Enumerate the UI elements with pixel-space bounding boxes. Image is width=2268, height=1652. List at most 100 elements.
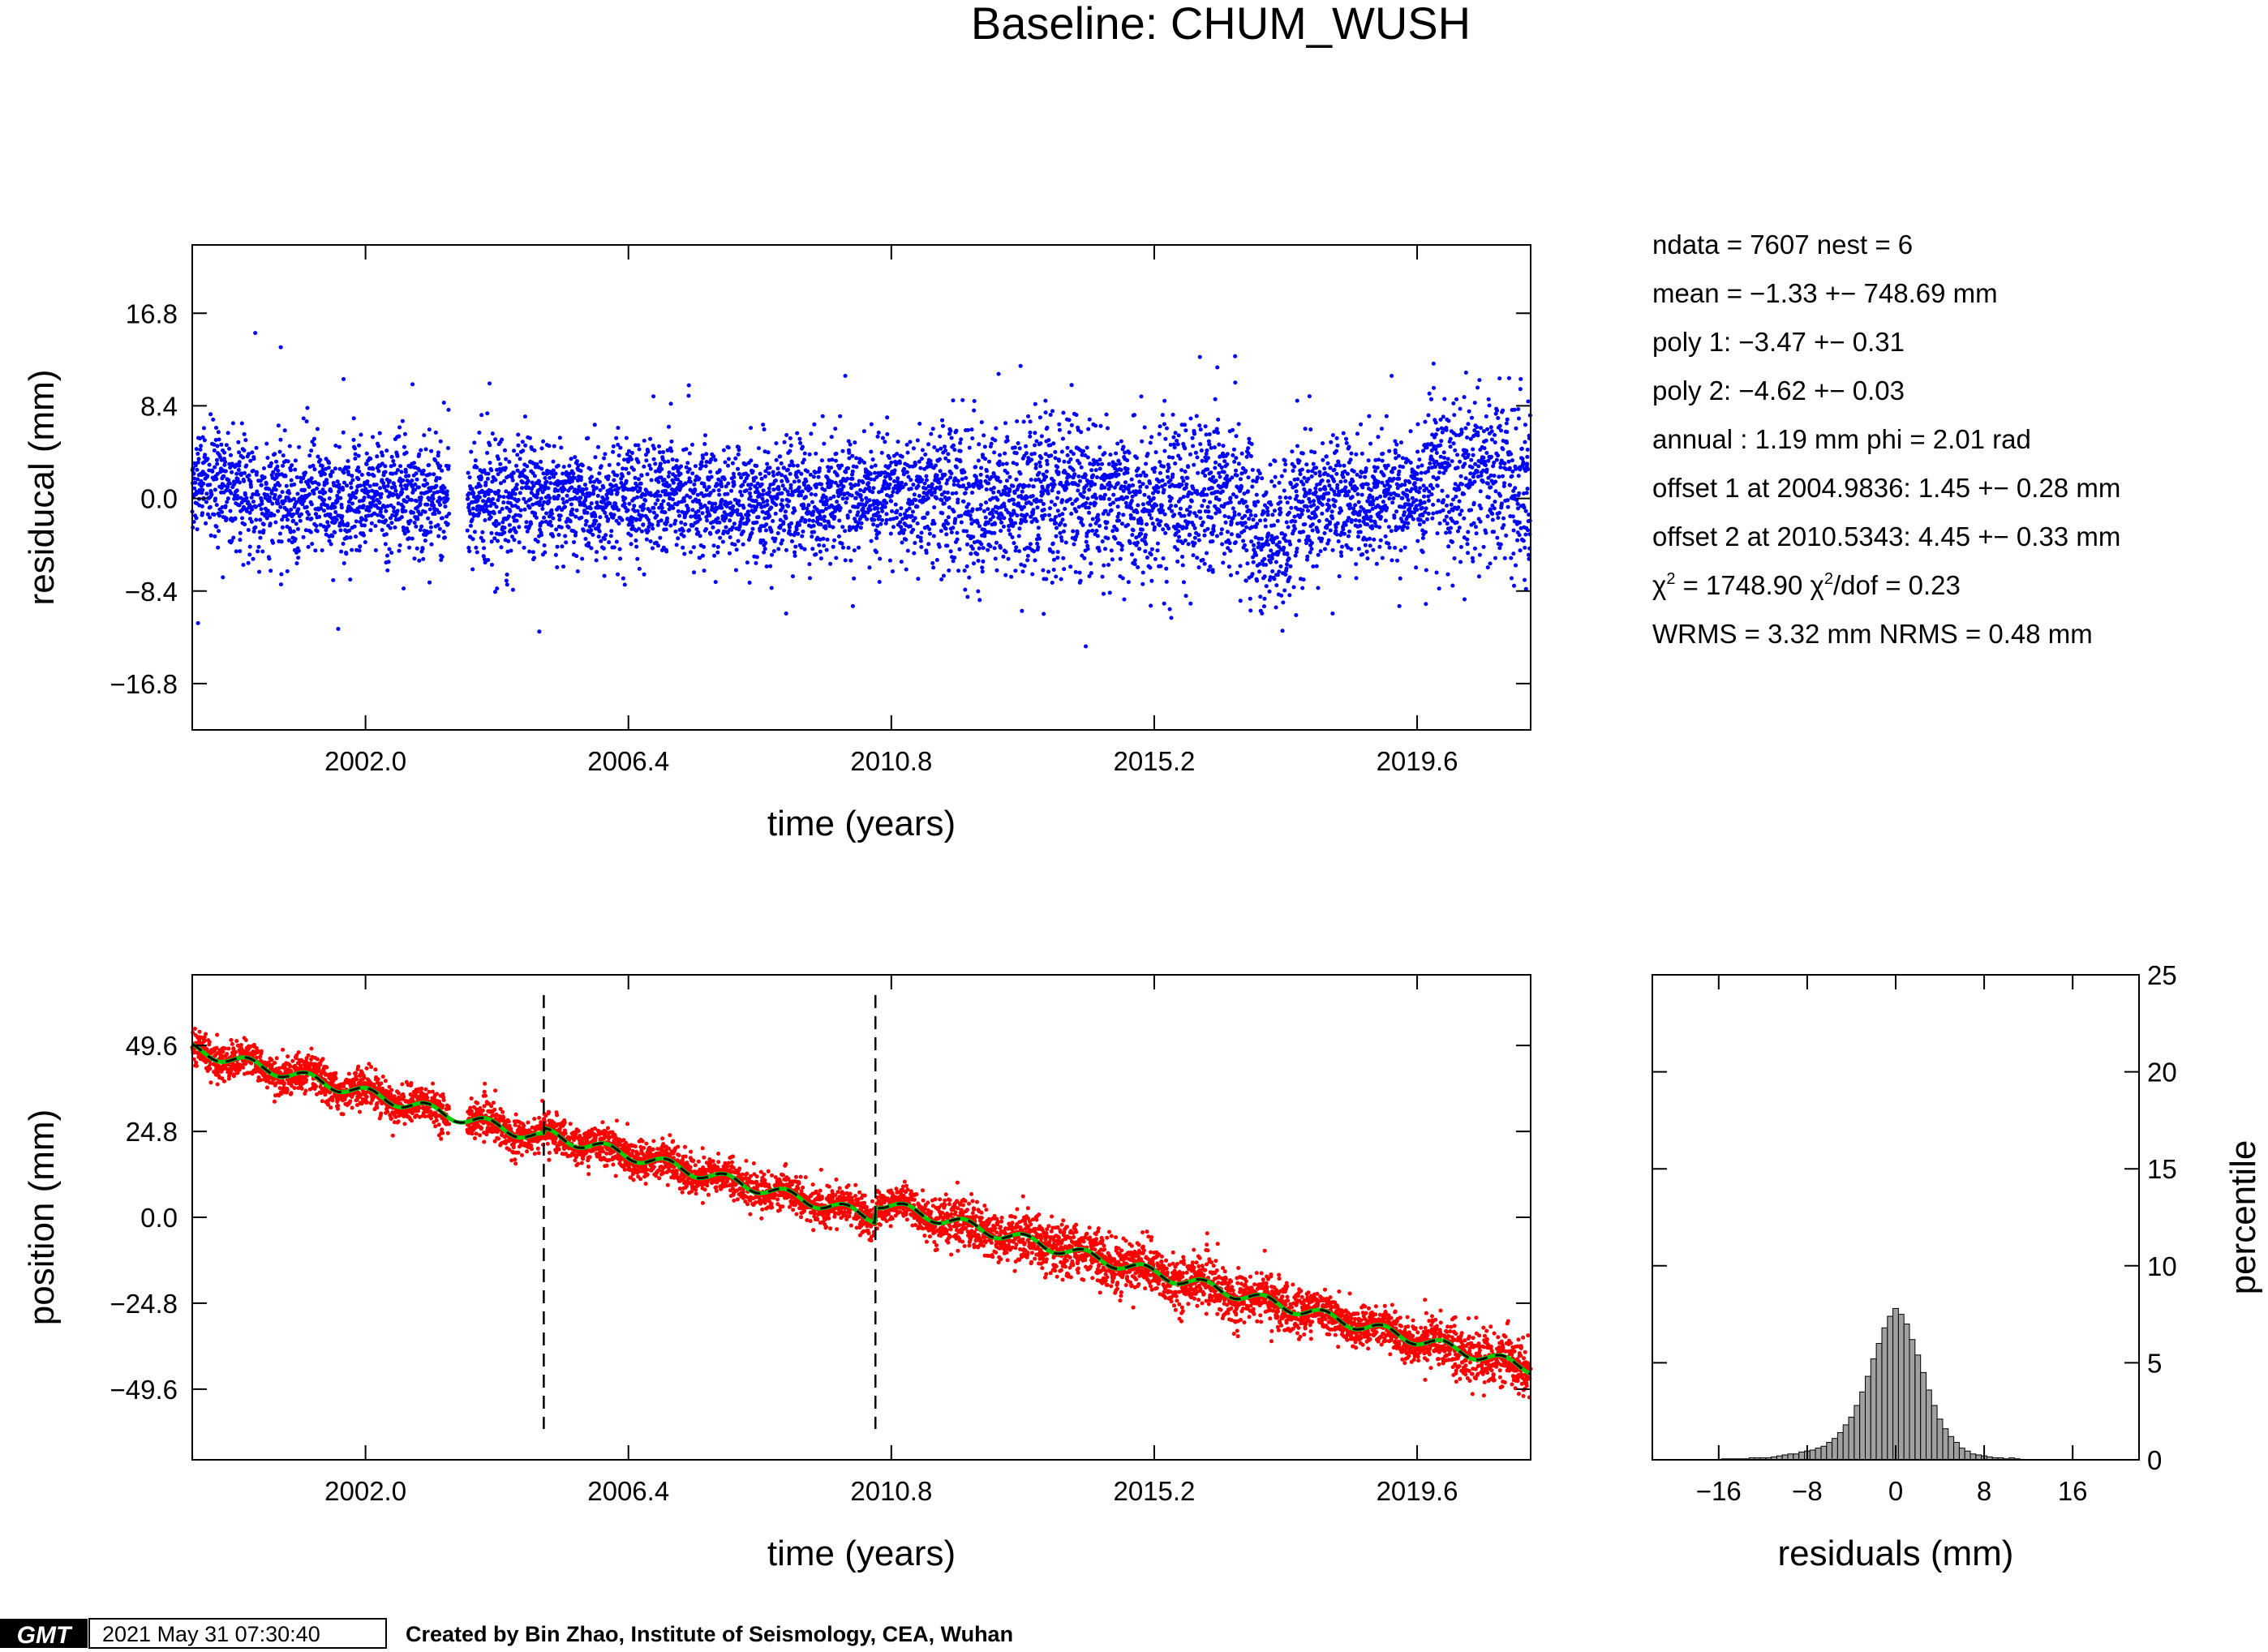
residual-xlabel: time (years) [767,804,956,843]
histogram-bar [1832,1438,1838,1461]
position-ylabel: position (mm) [22,1109,62,1326]
histogram-bar [1793,1453,1800,1461]
histogram-bar [1948,1435,1955,1461]
residual-ylabel: residucal (mm) [22,370,62,606]
timestamp-box [88,1618,387,1649]
y-tick-label: 10 [2147,1251,2177,1281]
gmt-logo: GMT [17,1622,73,1649]
position-model [191,1042,1531,1376]
histogram-bar [1926,1389,1932,1461]
stat-line-poly2: poly 2: −4.62 +− 0.03 [1652,375,1905,405]
y-tick-label: 24.8 [126,1117,178,1147]
histogram-bar [1953,1442,1960,1461]
histogram-bar [1820,1445,1828,1461]
x-tick-label: 2019.6 [1377,1476,1458,1506]
histogram-bars [1720,1307,2021,1461]
residual-plot-frame [191,244,1531,731]
y-tick-label: 25 [2147,960,2177,990]
gmt-logo-box [0,1619,88,1648]
histogram-bar [1809,1449,1816,1461]
histogram-bar [1903,1324,1910,1461]
x-tick-label: 2019.6 [1377,746,1458,776]
stat-line-wrms: WRMS = 3.32 mm NRMS = 0.48 mm [1652,619,2093,649]
x-tick-label: 2010.8 [850,1476,932,1506]
histogram-bar [1787,1453,1794,1461]
y-tick-label: 16.8 [126,298,178,328]
y-tick-label: −24.8 [110,1289,178,1319]
y-tick-label: 5 [2147,1348,2162,1378]
histogram-bar [1870,1358,1877,1461]
x-tick-label: 2015.2 [1113,746,1195,776]
timestamp: 2021 May 31 07:30:40 [102,1622,320,1646]
x-tick-label: 2002.0 [324,746,406,776]
stats-block: ndata = 7607 nest = 6 mean = −1.33 +− 74… [1652,230,2120,649]
histogram-bar [1931,1405,1938,1461]
credit: Created by Bin Zhao, Institute of Seismo… [406,1622,1013,1646]
y-tick-label: 0 [2147,1445,2162,1475]
histogram-panel: −16 −8 0 8 16 0 5 10 15 20 25 residuals (mm) perce… [1652,960,2263,1573]
x-tick-label: 2002.0 [324,1476,406,1506]
y-tick-label: −49.6 [110,1375,178,1405]
stat-line-ndata: ndata = 7607 nest = 6 [1652,230,1913,260]
x-tick-label: 2006.4 [587,1476,669,1506]
figure-title: Baseline: CHUM_WUSH [971,0,1471,49]
residual-points [190,331,1532,649]
y-tick-label: −8.4 [125,577,178,607]
y-tick-label: 0.0 [140,1203,178,1233]
histogram-bar [1826,1442,1833,1461]
model-curve-dashed [191,1043,1531,1375]
residual-point-cloud [190,331,1532,649]
residual-ticks: 2002.0 2006.4 2010.8 2015.2 2019.6 16.8 8.4 0.0… [110,245,1531,776]
stat-line-annual: annual : 1.19 mm phi = 2.01 rad [1652,424,2031,454]
histogram-bar [1859,1391,1866,1461]
histogram-bar [1969,1453,1977,1461]
position-ticks: 2002.0 2006.4 2010.8 2015.2 2019.6 49.6 24.8 0.… [110,975,1531,1506]
stat-line-chi2: χ2 = 1748.90 χ2/dof = 0.23 [1652,570,1961,600]
residual-panel: 2002.0 2006.4 2010.8 2015.2 2019.6 16.8 8.4 0.0… [22,244,1532,843]
histogram-bar [1964,1450,1971,1461]
x-tick-label: 2010.8 [850,746,932,776]
y-tick-label: 0.0 [140,484,178,514]
y-tick-label: 8.4 [140,391,178,421]
x-tick-label: 2015.2 [1113,1476,1195,1506]
x-tick-label: 2006.4 [587,746,669,776]
y-tick-label: 20 [2147,1058,2177,1088]
histogram-bar [1892,1307,1899,1461]
histogram-bar [1936,1418,1944,1461]
y-tick-label: 49.6 [126,1031,178,1061]
histogram-bar [1875,1343,1883,1461]
x-tick-label: −16 [1696,1476,1742,1506]
x-tick-label: −8 [1792,1476,1823,1506]
histogram-bar [1881,1327,1888,1461]
offset-lines [543,995,877,1429]
histogram-bar [1815,1448,1822,1461]
position-xlabel: time (years) [767,1534,956,1573]
histogram-bar [1909,1339,1916,1461]
histogram-xlabel: residuals (mm) [1778,1534,2014,1573]
histogram-bar [1842,1424,1849,1461]
x-tick-label: 16 [2058,1476,2088,1506]
histogram-bar [1958,1448,1965,1461]
stat-line-offset1: offset 1 at 2004.9836: 1.45 +− 0.28 mm [1652,473,2120,503]
histogram-bar [1897,1314,1905,1461]
histogram-bar [1920,1371,1927,1461]
stat-line-mean: mean = −1.33 +− 748.69 mm [1652,278,1998,308]
stat-line-offset2: offset 2 at 2010.5343: 4.45 +− 0.33 mm [1652,521,2120,551]
histogram-bar [1887,1315,1894,1461]
histogram-ylabel: percentile [2223,1140,2263,1295]
histogram-bar [1836,1432,1844,1461]
position-panel: 2002.0 2006.4 2010.8 2015.2 2019.6 49.6 24.8 0.… [22,974,1533,1573]
stat-line-poly1: poly 1: −3.47 +− 0.31 [1652,327,1905,357]
y-tick-label: −16.8 [110,669,178,699]
histogram-bar [1914,1354,1922,1461]
x-tick-label: 8 [1977,1476,1991,1506]
x-tick-label: 0 [1888,1476,1903,1506]
histogram-bar [1798,1451,1805,1461]
y-tick-label: 15 [2147,1154,2177,1184]
histogram-ticks: −16 −8 0 8 16 0 5 10 15 20 25 [1652,960,2177,1506]
footer: GMT 2021 May 31 07:30:40 Created by Bin … [0,1618,1013,1649]
histogram-bar [1848,1416,1855,1461]
histogram-bar [1865,1375,1871,1461]
histogram-bar [1942,1428,1949,1461]
